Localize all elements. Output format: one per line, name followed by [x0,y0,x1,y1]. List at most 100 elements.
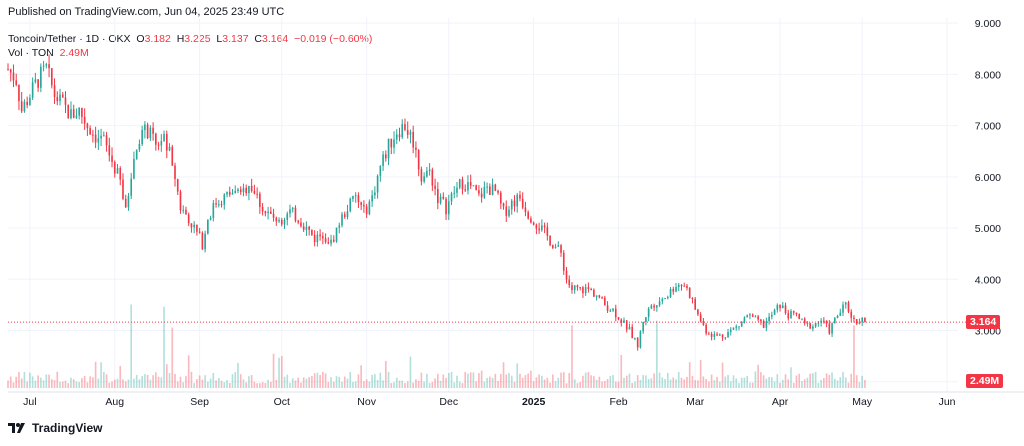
candle-body [165,133,168,151]
candle-body [825,320,828,324]
candle-body [721,334,724,338]
volume-bar [688,362,691,388]
candle-body [382,154,384,167]
candle-body [502,203,505,207]
candle-body [163,133,165,142]
volume-bar [103,372,105,388]
candle-body [67,104,70,119]
candle-body [70,109,72,119]
volume-bar [190,371,193,388]
volume-bar [858,382,861,388]
volume-bar [456,375,458,388]
volume-bar [70,377,72,388]
candle-body [699,314,702,322]
candle-body [209,217,212,220]
candle-body [634,337,636,339]
volume-bar [316,372,319,388]
volume-bar [302,377,305,388]
volume-bar [212,373,215,388]
volume-bar [636,375,639,388]
x-tick-label: May [852,396,873,408]
candle-body [831,323,833,334]
volume-bar [20,378,23,388]
volume-bar [404,383,406,388]
volume-bar [486,377,488,388]
candle-body [384,154,387,159]
candle-body [124,198,127,208]
candle-body [322,236,324,239]
x-tick-label: Feb [609,396,627,408]
volume-bar [825,373,828,388]
volume-bar [245,382,248,388]
symbol-label[interactable]: Toncoin/Tether · 1D · OKX [8,33,131,45]
volume-bar [215,380,217,388]
volume-bar [497,380,499,388]
volume-bar [749,382,751,388]
volume-bar [201,379,204,388]
candle-body [601,297,603,299]
volume-bar [83,375,86,388]
candle-body [442,196,445,199]
volume-bar [278,357,280,388]
volume-bar [280,356,283,388]
candle-body [549,235,551,246]
volume-bar [234,372,237,388]
candle-body [732,327,735,330]
candle-body [100,135,102,139]
volume-bar [658,372,661,388]
volume-bar [746,376,749,388]
volume-bar [691,375,694,388]
volume-bar [357,374,360,388]
candle-body [483,186,486,198]
volume-bar [119,365,122,388]
volume-bar [327,381,330,388]
volume-bar [105,374,108,388]
volume-bar [650,378,653,388]
volume-bar [239,374,242,388]
volume-bar [519,373,521,388]
candle-body [450,193,453,202]
candle-body [201,232,204,250]
candle-body [289,209,291,214]
volume-bar [163,306,165,388]
volume-bar [267,379,269,388]
volume-bar [787,379,790,388]
candle-body [207,219,209,234]
candle-body [223,194,226,205]
volume-bar [401,380,404,388]
candle-body [242,187,245,193]
candle-body [519,194,521,199]
candle-body [609,310,612,312]
candle-body [248,185,250,194]
candle-body [565,270,568,280]
candle-body [426,170,428,177]
volume-bar [847,382,850,388]
volume-bar [532,381,535,388]
volume-bar [647,379,650,388]
candle-body [847,302,850,312]
volume-bar [598,376,601,388]
candle-body [42,65,45,67]
volume-bar [406,381,409,388]
volume-bar [461,383,464,388]
candle-body [738,326,740,328]
volume-label[interactable]: Vol · TON [8,47,54,59]
candle-body [174,165,176,180]
candle-body [45,64,48,66]
volume-bar [289,382,291,388]
candle-body [861,317,863,323]
volume-bar [743,377,746,388]
volume-bar [42,380,45,388]
volume-bar [620,354,623,388]
candle-body [26,101,28,106]
candle-body [469,182,472,186]
volume-bar [628,373,631,388]
volume-row: Vol · TON 2.49M [8,46,372,60]
volume-bar [535,377,538,388]
volume-bar [861,375,863,388]
volume-bar [814,371,817,388]
footer-brand[interactable]: TradingView [8,421,102,435]
volume-bar [371,374,373,388]
